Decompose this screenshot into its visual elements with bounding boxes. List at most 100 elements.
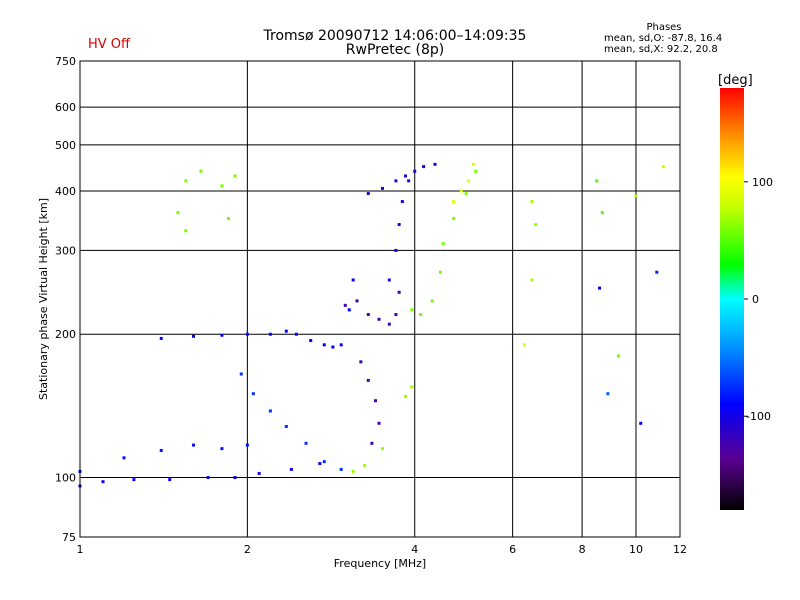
data-point bbox=[655, 270, 659, 274]
data-point bbox=[595, 179, 599, 183]
data-point bbox=[530, 200, 534, 204]
data-point bbox=[294, 332, 298, 336]
data-point bbox=[233, 476, 237, 480]
data-point bbox=[407, 179, 411, 183]
plot-frame bbox=[79, 60, 681, 538]
x-tick-label: 4 bbox=[411, 543, 418, 556]
colorbar-tick-label: 100 bbox=[752, 176, 773, 189]
data-point bbox=[251, 392, 255, 396]
data-point bbox=[220, 447, 224, 451]
data-point bbox=[233, 174, 237, 178]
data-point bbox=[419, 313, 423, 317]
data-point bbox=[616, 354, 620, 358]
data-point bbox=[304, 441, 308, 445]
data-point bbox=[452, 200, 456, 204]
hv-status-label: HV Off bbox=[88, 37, 130, 52]
phases-o-stats: mean, sd,O: -87.8, 16.4 bbox=[604, 33, 723, 44]
data-point bbox=[366, 378, 370, 382]
data-point bbox=[220, 333, 224, 337]
data-point bbox=[373, 399, 377, 403]
data-point bbox=[339, 467, 343, 471]
data-point bbox=[606, 392, 610, 396]
data-point bbox=[184, 179, 188, 183]
x-tick-label: 10 bbox=[629, 543, 643, 556]
data-point bbox=[132, 478, 136, 482]
data-point bbox=[101, 480, 105, 484]
data-point bbox=[394, 313, 398, 317]
y-tick-label: 75 bbox=[62, 531, 76, 544]
data-point bbox=[227, 217, 231, 221]
data-point bbox=[366, 313, 370, 317]
data-point bbox=[452, 217, 456, 221]
data-point bbox=[322, 343, 326, 347]
data-point bbox=[433, 162, 437, 166]
y-axis-label: Stationary phase Virtual Height [km] bbox=[37, 198, 50, 400]
data-point bbox=[347, 308, 351, 312]
data-point bbox=[363, 463, 367, 467]
data-point bbox=[339, 343, 343, 347]
y-tick-label: 200 bbox=[55, 328, 76, 341]
data-point bbox=[122, 456, 126, 460]
chart-title-line2: RwPretec (8p) bbox=[345, 42, 445, 58]
data-point bbox=[159, 336, 163, 340]
data-point bbox=[168, 478, 172, 482]
data-point bbox=[410, 308, 414, 312]
data-point bbox=[474, 169, 478, 173]
data-point bbox=[366, 192, 370, 196]
data-point bbox=[413, 169, 417, 173]
data-point bbox=[394, 248, 398, 252]
data-point bbox=[322, 460, 326, 464]
data-point bbox=[191, 334, 195, 338]
data-point bbox=[661, 165, 665, 169]
data-points bbox=[78, 162, 665, 488]
data-point bbox=[464, 192, 468, 196]
data-point bbox=[397, 223, 401, 227]
data-point bbox=[404, 174, 408, 178]
grid-lines bbox=[80, 61, 680, 537]
data-point bbox=[598, 286, 602, 290]
data-point bbox=[257, 471, 261, 475]
data-point bbox=[191, 443, 195, 447]
data-point bbox=[318, 462, 322, 466]
data-point bbox=[404, 394, 408, 398]
data-point bbox=[634, 194, 638, 198]
y-tick-label: 500 bbox=[55, 139, 76, 152]
data-point bbox=[639, 421, 643, 425]
phases-x-stats: mean, sd,X: 92.2, 20.8 bbox=[604, 44, 718, 55]
data-point bbox=[351, 278, 355, 282]
data-point bbox=[400, 200, 404, 204]
x-axis-label: Frequency [MHz] bbox=[334, 557, 426, 570]
data-point bbox=[268, 332, 272, 336]
data-point bbox=[284, 424, 288, 428]
data-point bbox=[355, 299, 359, 303]
data-point bbox=[184, 229, 188, 233]
data-point bbox=[377, 317, 381, 321]
data-point bbox=[471, 162, 475, 166]
colorbar: [deg] -100 0 100 bbox=[718, 73, 773, 510]
colorbar-tick-label: -100 bbox=[746, 410, 771, 423]
data-point bbox=[289, 467, 293, 471]
data-point bbox=[380, 447, 384, 451]
data-point bbox=[441, 242, 445, 246]
data-point bbox=[534, 223, 538, 227]
data-point bbox=[380, 186, 384, 190]
data-point bbox=[522, 343, 526, 347]
data-point bbox=[159, 448, 163, 452]
data-point bbox=[394, 179, 398, 183]
data-point bbox=[239, 372, 243, 376]
colorbar-gradient bbox=[720, 88, 744, 510]
data-point bbox=[351, 469, 355, 473]
data-point bbox=[377, 421, 381, 425]
data-point bbox=[309, 339, 313, 343]
x-tick-label: 8 bbox=[579, 543, 586, 556]
x-tick-label: 1 bbox=[77, 543, 84, 556]
data-point bbox=[206, 476, 210, 480]
data-point bbox=[430, 299, 434, 303]
x-tick-label: 2 bbox=[244, 543, 251, 556]
x-tick-label: 6 bbox=[509, 543, 516, 556]
y-tick-label: 600 bbox=[55, 101, 76, 114]
data-point bbox=[199, 169, 203, 173]
data-point bbox=[438, 270, 442, 274]
